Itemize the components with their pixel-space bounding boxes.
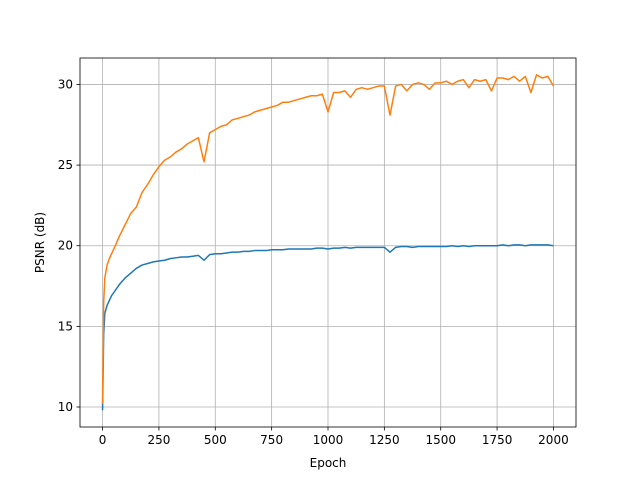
line-series bbox=[101, 74, 555, 404]
line-series bbox=[101, 244, 554, 411]
y-tick-label: 10 bbox=[58, 400, 73, 414]
y-tick-label: 15 bbox=[58, 319, 73, 333]
x-tick-label: 1750 bbox=[482, 433, 513, 447]
x-tick-label: 2000 bbox=[538, 433, 569, 447]
y-tick-label: 30 bbox=[58, 77, 73, 91]
y-tick-label: 20 bbox=[58, 239, 73, 253]
x-tick-label: 1500 bbox=[425, 433, 456, 447]
y-tick-label: 25 bbox=[58, 158, 73, 172]
x-tick-label: 500 bbox=[204, 433, 227, 447]
x-axis-label: Epoch bbox=[310, 456, 347, 470]
x-tick-label: 750 bbox=[260, 433, 283, 447]
x-tick-label: 0 bbox=[99, 433, 107, 447]
x-tick-label: 1000 bbox=[313, 433, 344, 447]
plot-frame bbox=[79, 57, 577, 428]
x-tick-label: 250 bbox=[147, 433, 170, 447]
y-axis-label: PSNR (dB) bbox=[33, 212, 47, 273]
x-tick-label: 1250 bbox=[369, 433, 400, 447]
